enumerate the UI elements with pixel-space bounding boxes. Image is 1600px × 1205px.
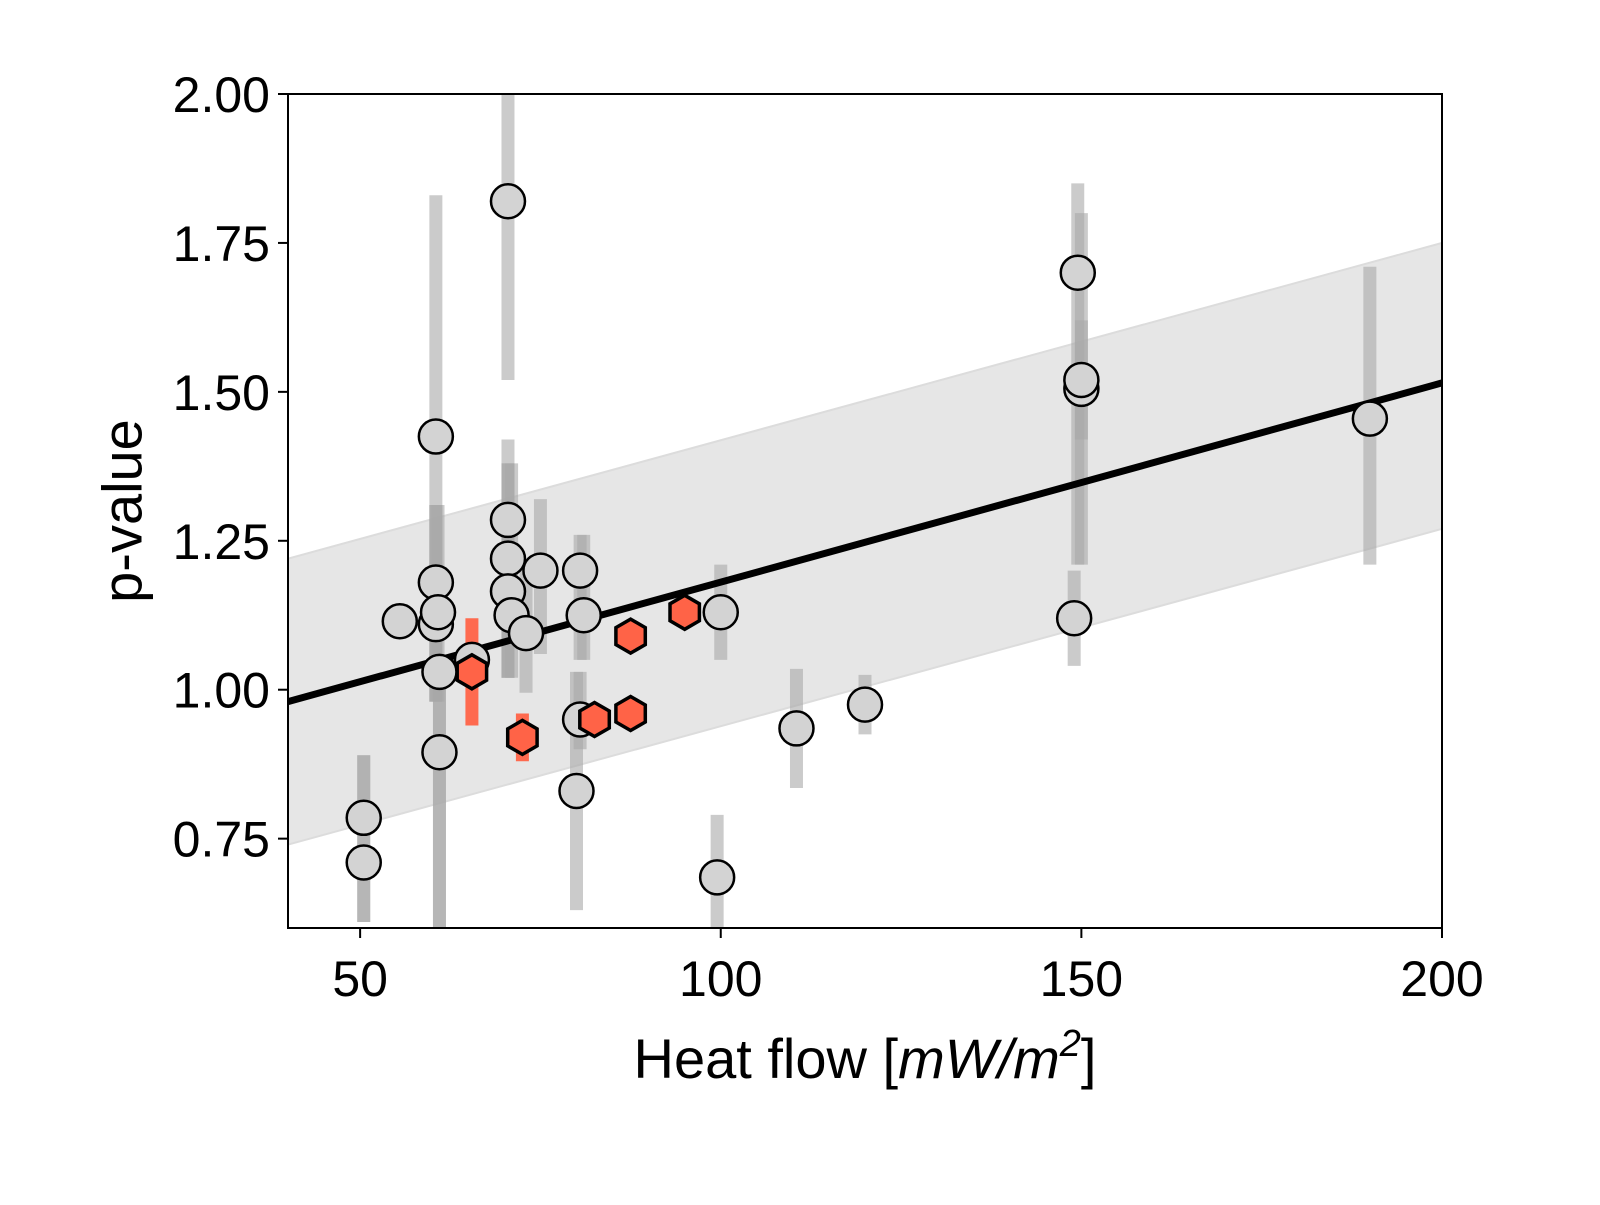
data-point-circle bbox=[507, 614, 545, 652]
data-point-hexagon bbox=[505, 718, 539, 757]
data-point-circle bbox=[345, 799, 382, 837]
y-tick-label: 0.75 bbox=[173, 812, 270, 868]
data-point-circle bbox=[778, 710, 815, 747]
y-tick-label: 2.00 bbox=[173, 67, 270, 123]
data-point-circle bbox=[522, 552, 559, 589]
data-point-circle bbox=[489, 501, 527, 539]
y-tick-label: 1.00 bbox=[173, 663, 270, 719]
data-point-circle bbox=[565, 597, 602, 634]
x-tick-label: 50 bbox=[332, 951, 388, 1007]
x-tick-label: 150 bbox=[1040, 951, 1123, 1007]
plot-area-frame bbox=[287, 93, 1443, 929]
data-point-circle bbox=[702, 594, 739, 631]
axis-ticks-layer: 50 100 150 200 0.75 1.00 1.25 1.50 1.75 2.00 bbox=[173, 67, 1484, 1007]
data-point-hexagon bbox=[455, 652, 489, 691]
y-tick-label: 1.50 bbox=[173, 365, 270, 421]
y-axis-label: p-value bbox=[91, 419, 154, 603]
data-points-layer bbox=[345, 182, 1389, 896]
data-point-circle bbox=[417, 418, 455, 455]
x-tick-label: 100 bbox=[679, 951, 762, 1007]
data-point-circle bbox=[1063, 361, 1100, 399]
data-point-hexagon bbox=[614, 617, 648, 656]
data-point-circle bbox=[558, 772, 595, 810]
data-point-circle bbox=[345, 844, 382, 881]
data-point-circle bbox=[421, 653, 458, 691]
y-tick-label: 1.75 bbox=[173, 216, 270, 272]
data-point-circle bbox=[561, 552, 599, 589]
data-point-circle bbox=[489, 540, 527, 577]
data-point-circle bbox=[1351, 400, 1389, 437]
x-axis-label-superscript: 2 bbox=[1059, 1023, 1081, 1065]
data-point-circle bbox=[1059, 254, 1097, 291]
data-point-circle bbox=[1055, 599, 1093, 637]
x-axis-label: Heat flow [mW/m2] bbox=[634, 1023, 1097, 1090]
data-point-circle bbox=[846, 686, 884, 723]
data-point-hexagon bbox=[614, 694, 648, 733]
y-tick-label: 1.25 bbox=[173, 514, 270, 570]
data-point-hexagon bbox=[668, 593, 702, 632]
x-tick-label: 200 bbox=[1400, 951, 1483, 1007]
x-axis-label-units: mW/m bbox=[898, 1027, 1060, 1090]
data-point-circle bbox=[698, 859, 736, 896]
x-axis-label-prefix: Heat flow [ bbox=[634, 1027, 899, 1090]
data-point-hexagon bbox=[578, 700, 612, 739]
data-point-circle bbox=[381, 602, 419, 640]
data-point-circle bbox=[489, 182, 527, 220]
data-point-circle bbox=[419, 594, 457, 631]
x-axis-label-suffix: ] bbox=[1081, 1027, 1097, 1090]
data-point-circle bbox=[421, 734, 458, 771]
